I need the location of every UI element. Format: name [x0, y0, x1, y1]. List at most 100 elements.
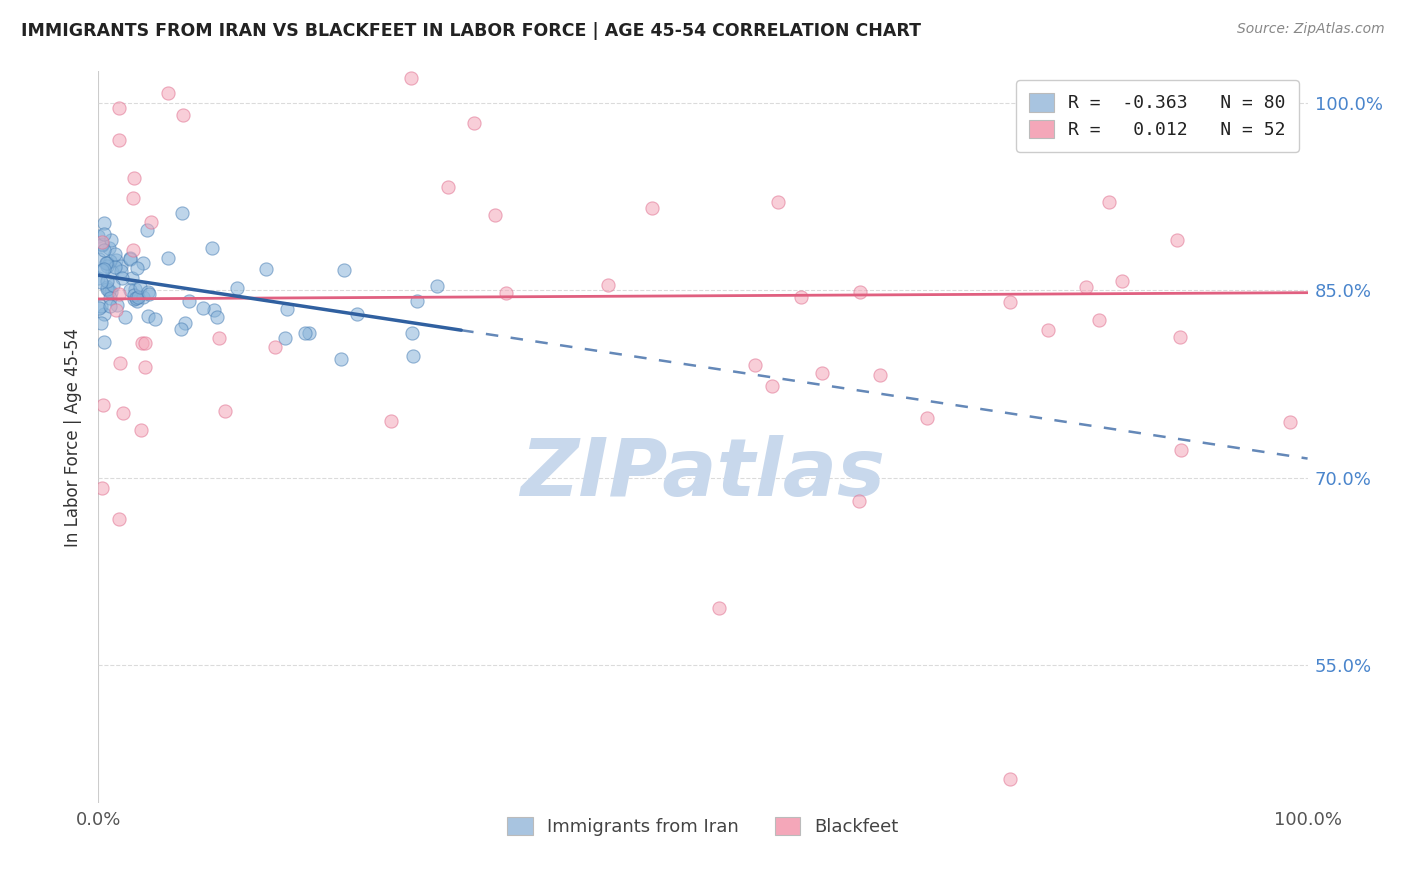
- Point: [915, 411, 938, 425]
- Point: [93, 227, 115, 241]
- Point: [89, 252, 111, 266]
- Point: [98, 284, 121, 298]
- Point: [848, 285, 870, 300]
- Point: [641, 201, 664, 215]
- Point: [104, 247, 127, 261]
- Point: [214, 403, 236, 417]
- Point: [263, 340, 285, 354]
- Point: [91, 238, 114, 252]
- Point: [1111, 274, 1133, 288]
- Point: [134, 359, 156, 374]
- Point: [1076, 279, 1098, 293]
- Point: [121, 243, 143, 257]
- Point: [405, 293, 427, 308]
- Point: [131, 256, 153, 270]
- Point: [298, 326, 321, 340]
- Point: [191, 301, 214, 316]
- Point: [330, 352, 353, 367]
- Text: ZIPatlas: ZIPatlas: [520, 434, 886, 513]
- Point: [125, 294, 148, 309]
- Point: [127, 290, 149, 304]
- Y-axis label: In Labor Force | Age 45-54: In Labor Force | Age 45-54: [65, 327, 83, 547]
- Point: [114, 310, 136, 324]
- Text: Source: ZipAtlas.com: Source: ZipAtlas.com: [1237, 22, 1385, 37]
- Point: [141, 215, 163, 229]
- Point: [104, 253, 127, 268]
- Point: [98, 299, 121, 313]
- Point: [1170, 443, 1192, 458]
- Point: [93, 262, 115, 277]
- Point: [274, 331, 297, 345]
- Point: [177, 293, 200, 308]
- Point: [346, 307, 368, 321]
- Point: [96, 282, 118, 296]
- Point: [100, 254, 122, 268]
- Point: [108, 356, 131, 370]
- Point: [96, 274, 118, 288]
- Point: [129, 280, 152, 294]
- Point: [120, 252, 142, 267]
- Point: [401, 326, 423, 340]
- Point: [124, 292, 146, 306]
- Point: [105, 298, 128, 312]
- Point: [136, 309, 159, 323]
- Point: [93, 216, 115, 230]
- Point: [1166, 233, 1188, 247]
- Point: [107, 133, 129, 147]
- Point: [100, 233, 122, 247]
- Point: [96, 256, 118, 270]
- Point: [93, 244, 115, 258]
- Point: [122, 170, 145, 185]
- Point: [118, 283, 141, 297]
- Point: [402, 349, 425, 363]
- Point: [484, 208, 506, 222]
- Point: [124, 291, 146, 305]
- Point: [495, 285, 517, 300]
- Point: [998, 295, 1021, 310]
- Point: [744, 358, 766, 372]
- Point: [170, 322, 193, 336]
- Point: [100, 285, 122, 300]
- Point: [437, 179, 460, 194]
- Point: [276, 302, 298, 317]
- Point: [91, 398, 114, 412]
- Point: [426, 279, 449, 293]
- Point: [105, 303, 128, 318]
- Point: [101, 277, 124, 292]
- Point: [87, 271, 110, 285]
- Point: [157, 252, 180, 266]
- Point: [125, 260, 148, 275]
- Point: [131, 336, 153, 351]
- Point: [789, 290, 811, 304]
- Point: [202, 302, 225, 317]
- Point: [869, 368, 891, 382]
- Text: IMMIGRANTS FROM IRAN VS BLACKFEET IN LABOR FORCE | AGE 45-54 CORRELATION CHART: IMMIGRANTS FROM IRAN VS BLACKFEET IN LAB…: [21, 22, 921, 40]
- Point: [136, 223, 159, 237]
- Point: [1278, 416, 1301, 430]
- Point: [134, 336, 156, 351]
- Point: [707, 601, 730, 615]
- Point: [1098, 195, 1121, 210]
- Point: [294, 326, 316, 340]
- Point: [143, 312, 166, 326]
- Point: [93, 334, 115, 349]
- Point: [90, 275, 112, 289]
- Point: [132, 289, 155, 303]
- Point: [101, 265, 124, 279]
- Point: [136, 285, 159, 299]
- Point: [90, 316, 112, 330]
- Point: [96, 280, 118, 294]
- Point: [111, 270, 134, 285]
- Point: [201, 241, 224, 255]
- Point: [111, 406, 134, 420]
- Point: [90, 236, 112, 251]
- Point: [761, 379, 783, 393]
- Point: [91, 262, 114, 277]
- Legend: Immigrants from Iran, Blackfeet: Immigrants from Iran, Blackfeet: [498, 807, 908, 845]
- Point: [998, 772, 1021, 787]
- Point: [129, 424, 152, 438]
- Point: [463, 116, 485, 130]
- Point: [107, 286, 129, 301]
- Point: [254, 262, 277, 277]
- Point: [1036, 323, 1059, 337]
